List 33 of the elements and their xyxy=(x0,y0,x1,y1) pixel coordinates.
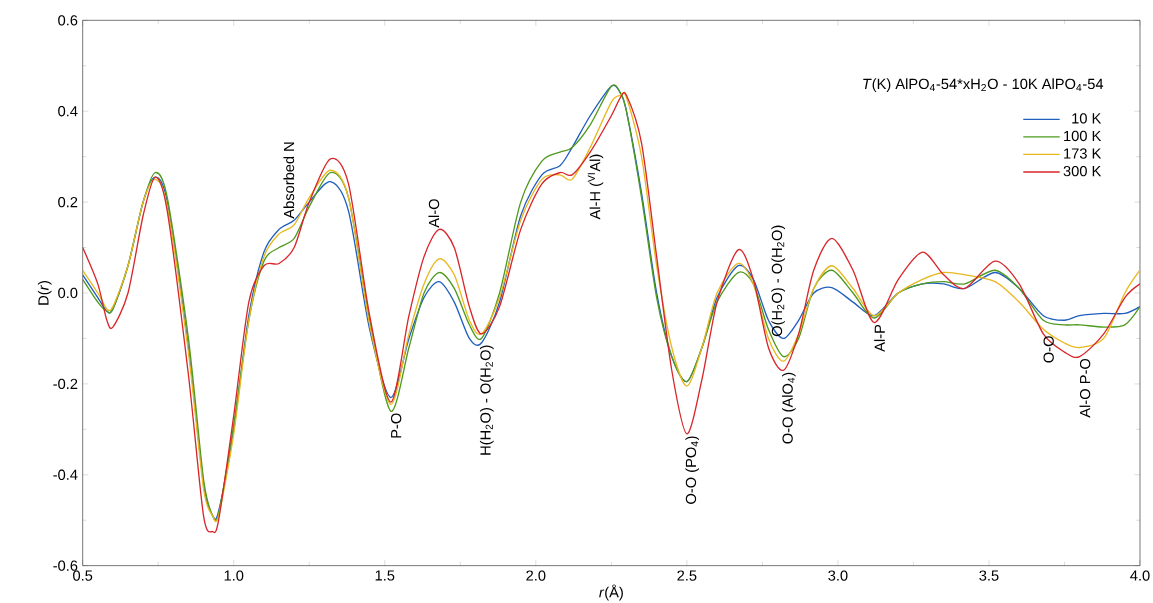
legend-label: 100 K xyxy=(1064,130,1102,142)
annotation: O-O (PO$_{4}$) xyxy=(685,436,700,504)
annotation: Al-H ($^{VI}$Al) xyxy=(587,154,604,220)
x-tick-label: 1.0 xyxy=(224,570,244,581)
annotation: H(H$_{2}$O) - O(H$_{2}$O) xyxy=(479,345,494,455)
x-tick-label: 4.0 xyxy=(1130,570,1150,581)
y-tick-label: -0.2 xyxy=(53,378,78,390)
x-tick-label: 0.5 xyxy=(73,570,93,581)
x-axis-title: r(Å) xyxy=(599,584,623,601)
x-tick-label: 2.5 xyxy=(677,570,697,581)
y-tick-label: -0.4 xyxy=(53,469,78,480)
y-tick-label: 0.6 xyxy=(58,15,78,26)
annotation: O-O (AlO$_{4}$) xyxy=(782,372,796,444)
legend-label: 173 K xyxy=(1064,148,1102,159)
annotation: O-O xyxy=(1043,336,1054,363)
x-tick-label: 2.0 xyxy=(526,570,546,581)
annotation: O(H$_{2}$O) - O(H$_{2}$O) xyxy=(771,225,786,337)
annotation: P-O xyxy=(390,413,402,438)
legend-title: T(K) AlPO$_{4}$-54*xH$_{2}$O - 10K AlPO$_{4}$-54 xyxy=(863,78,1104,92)
y-tick-label: 0.0 xyxy=(58,287,78,299)
x-tick-label: 1.5 xyxy=(375,570,395,581)
annotation: Al-O P-O xyxy=(1079,358,1091,418)
legend-label: 10 K xyxy=(1072,113,1102,124)
annotation: Al-P xyxy=(874,324,885,352)
annotation: Absorbed N xyxy=(283,142,295,219)
y-axis-title: D(r) xyxy=(37,281,52,305)
y-tick-label: 0.4 xyxy=(58,106,78,117)
annotation: Al-O xyxy=(428,199,440,228)
x-tick-label: 3.0 xyxy=(828,570,848,581)
y-tick-label: -0.6 xyxy=(53,560,78,571)
y-tick-label: 0.2 xyxy=(58,196,78,208)
legend-label: 300 K xyxy=(1063,165,1102,177)
x-tick-label: 3.5 xyxy=(979,570,999,581)
